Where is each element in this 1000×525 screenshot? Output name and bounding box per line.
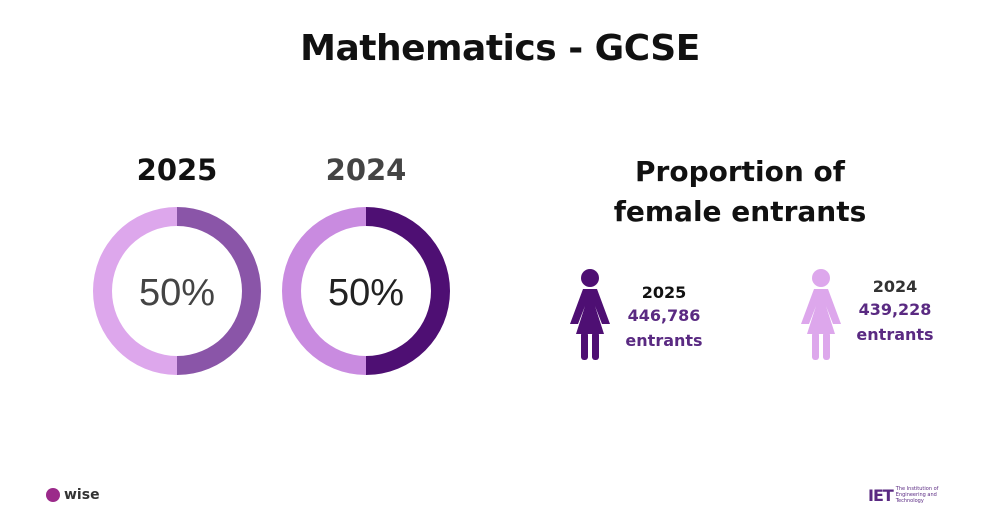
wise-logo-text: wise (64, 487, 100, 503)
donut-svg: 50% (282, 207, 450, 375)
stat-count: 446,786 (627, 306, 701, 325)
iet-logo: IET The Institution of Engineering and T… (868, 484, 956, 506)
donut-center-label: 50% (139, 272, 215, 314)
iet-logo-text: The Institution of Engineering and Techn… (895, 486, 939, 504)
donut-svg: 50% (93, 207, 261, 375)
stat-2024: 2024 439,228 entrants (845, 276, 945, 348)
donut-year-label: 2024 (325, 153, 407, 187)
stat-2025: 2025 446,786 entrants (614, 282, 714, 354)
page-title: Mathematics - GCSE (300, 28, 700, 69)
stat-year: 2024 (872, 277, 918, 296)
proportion-title-line1: Proportion of (635, 155, 845, 188)
donut-slice-right (366, 207, 450, 375)
iet-logo-mark: IET (868, 485, 894, 505)
donut-year-label: 2025 (136, 153, 218, 187)
proportion-title: Proportion of female entrants (585, 152, 895, 232)
donut-slice-left (282, 207, 366, 375)
stat-year: 2025 (641, 283, 687, 302)
female-figure-icon (570, 269, 610, 360)
donut-chart-2024: 2024 50% (271, 150, 461, 376)
proportion-title-line2: female entrants (613, 195, 867, 228)
donut-center-label: 50% (328, 272, 404, 314)
female-figure-icon (801, 269, 841, 360)
stat-unit: entrants (625, 331, 703, 350)
donut-slice-left (93, 207, 177, 375)
stat-unit: entrants (856, 325, 934, 344)
stat-count: 439,228 (858, 300, 932, 319)
donut-slice-right (177, 207, 261, 375)
wise-logo-icon (46, 488, 60, 502)
donut-chart-2025: 2025 50% (82, 150, 272, 376)
wise-logo: wise (46, 486, 100, 504)
